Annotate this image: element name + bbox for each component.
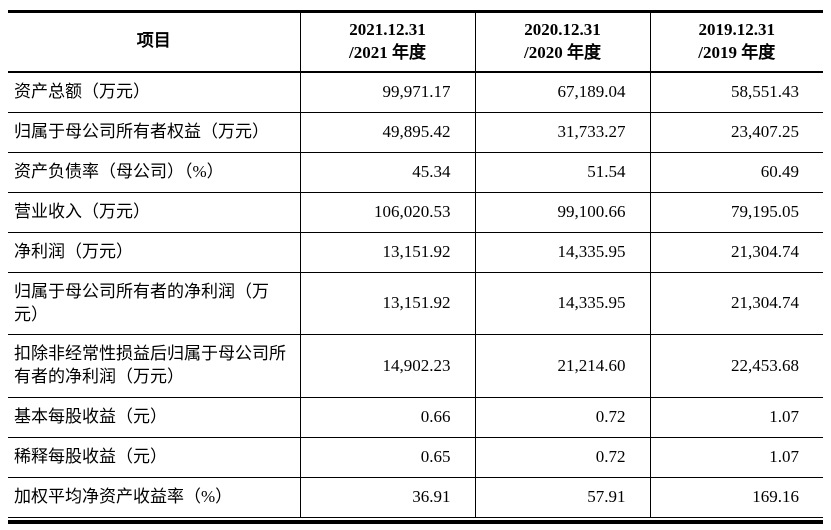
row-label: 扣除非经常性损益后归属于母公司所有者的净利润（万元） xyxy=(8,334,300,399)
value-cell: 21,304.74 xyxy=(649,232,823,273)
row-label: 资产总额（万元） xyxy=(8,71,300,113)
row-label: 基本每股收益（元） xyxy=(8,397,300,439)
value-cell: 169.16 xyxy=(649,477,823,519)
table-row: 净利润（万元） 13,151.92 14,335.95 21,304.74 xyxy=(8,232,823,273)
header-period-date: 2021.12.31 xyxy=(349,20,426,39)
table-row: 归属于母公司所有者的净利润（万元） 13,151.92 14,335.95 21… xyxy=(8,272,823,336)
row-label: 加权平均净资产收益率（%） xyxy=(8,477,300,519)
value-cell: 0.72 xyxy=(474,437,650,479)
value-cell: 0.66 xyxy=(299,397,475,439)
value-cell: 99,971.17 xyxy=(299,71,475,113)
value-cell: 21,304.74 xyxy=(649,272,823,336)
value-cell: 79,195.05 xyxy=(649,192,823,233)
table-row: 资产负债率（母公司）（%） 45.34 51.54 60.49 xyxy=(8,152,823,193)
row-label: 净利润（万元） xyxy=(8,232,300,273)
header-period-year: /2019 年度 xyxy=(698,42,776,62)
value-cell: 51.54 xyxy=(474,152,650,193)
row-label: 稀释每股收益（元） xyxy=(8,437,300,479)
value-cell: 1.07 xyxy=(649,397,823,439)
value-cell: 1.07 xyxy=(649,437,823,479)
value-cell: 36.91 xyxy=(299,477,475,519)
value-cell: 14,902.23 xyxy=(299,334,475,399)
header-cell-item: 项目 xyxy=(8,13,300,73)
value-cell: 106,020.53 xyxy=(299,192,475,233)
row-label: 归属于母公司所有者的净利润（万元） xyxy=(8,272,300,336)
value-cell: 0.65 xyxy=(299,437,475,479)
table-row: 营业收入（万元） 106,020.53 99,100.66 79,195.05 xyxy=(8,192,823,233)
table-row: 稀释每股收益（元） 0.65 0.72 1.07 xyxy=(8,437,823,479)
value-cell: 31,733.27 xyxy=(474,112,650,153)
table-row: 加权平均净资产收益率（%） 36.91 57.91 169.16 xyxy=(8,477,823,519)
header-cell-period-2021: 2021.12.31 /2021 年度 xyxy=(299,13,475,73)
value-cell: 14,335.95 xyxy=(474,232,650,273)
value-cell: 49,895.42 xyxy=(299,112,475,153)
header-cell-period-2019: 2019.12.31 /2019 年度 xyxy=(649,13,823,73)
value-cell: 13,151.92 xyxy=(299,232,475,273)
value-cell: 60.49 xyxy=(649,152,823,193)
header-period-year: /2020 年度 xyxy=(524,42,601,62)
value-cell: 58,551.43 xyxy=(649,71,823,113)
value-cell: 22,453.68 xyxy=(649,334,823,399)
header-period-date: 2019.12.31 xyxy=(698,20,776,39)
value-cell: 45.34 xyxy=(299,152,475,193)
value-cell: 67,189.04 xyxy=(474,71,650,113)
table-row: 扣除非经常性损益后归属于母公司所有者的净利润（万元） 14,902.23 21,… xyxy=(8,334,823,399)
table-row: 归属于母公司所有者权益（万元） 49,895.42 31,733.27 23,4… xyxy=(8,112,823,153)
row-label: 归属于母公司所有者权益（万元） xyxy=(8,112,300,153)
value-cell: 99,100.66 xyxy=(474,192,650,233)
value-cell: 0.72 xyxy=(474,397,650,439)
value-cell: 23,407.25 xyxy=(649,112,823,153)
header-period-year: /2021 年度 xyxy=(349,42,426,62)
header-cell-period-2020: 2020.12.31 /2020 年度 xyxy=(474,13,650,73)
value-cell: 21,214.60 xyxy=(474,334,650,399)
header-period-date: 2020.12.31 xyxy=(524,20,601,39)
header-row: 项目 2021.12.31 /2021 年度 2020.12.31 /2020 … xyxy=(8,13,823,73)
financial-summary-table: 项目 2021.12.31 /2021 年度 2020.12.31 /2020 … xyxy=(8,13,823,519)
financial-summary-table-wrap: 项目 2021.12.31 /2021 年度 2020.12.31 /2020 … xyxy=(8,10,823,525)
value-cell: 57.91 xyxy=(474,477,650,519)
value-cell: 14,335.95 xyxy=(474,272,650,336)
row-label: 营业收入（万元） xyxy=(8,192,300,233)
table-row: 基本每股收益（元） 0.66 0.72 1.07 xyxy=(8,397,823,439)
value-cell: 13,151.92 xyxy=(299,272,475,336)
row-label: 资产负债率（母公司）（%） xyxy=(8,152,300,193)
table-row: 资产总额（万元） 99,971.17 67,189.04 58,551.43 xyxy=(8,71,823,113)
